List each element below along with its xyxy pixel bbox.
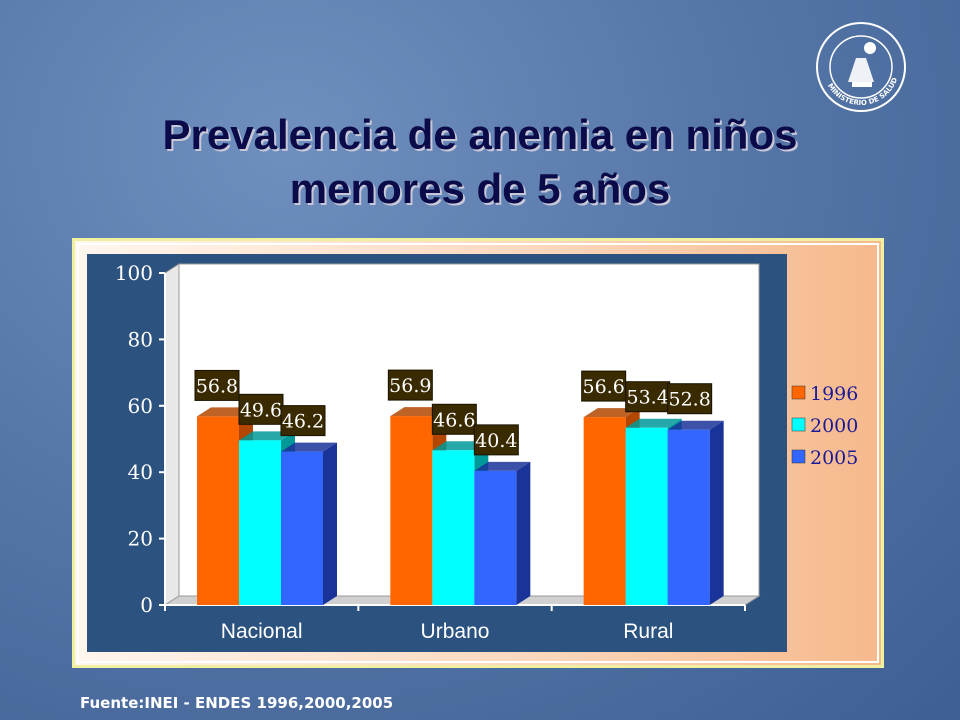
slide-title: Prevalencia de anemia en niños menores d… — [0, 108, 960, 216]
data-label: 49.6 — [240, 399, 282, 421]
legend-label: 1996 — [810, 383, 858, 405]
data-labels: 56.849.646.2 56.946.640.4 56.6 53.4 52.8 — [194, 369, 713, 456]
data-label-box — [625, 381, 671, 413]
data-label: 46.2 — [282, 411, 324, 433]
y-tick-label: 20 — [128, 527, 153, 551]
data-label: 53.4 — [627, 387, 669, 409]
bar-top — [474, 461, 531, 471]
bar-urbano-2005 — [474, 470, 517, 605]
bar-urbano-1996 — [390, 416, 433, 605]
y-tick-label: 100 — [115, 261, 153, 285]
data-label: 56.8 — [196, 375, 238, 397]
x-tick-label: Nacional — [221, 620, 303, 643]
title-line-2: menores de 5 años — [289, 165, 671, 212]
y-axis: 0 20 40 60 80 100 — [115, 261, 166, 617]
y-tick-label: 0 — [140, 593, 153, 617]
bar-top — [667, 420, 724, 430]
legend-label: 2000 — [810, 415, 858, 437]
data-label: 52.8 — [669, 389, 711, 411]
x-axis: Nacional Urbano Rural — [164, 604, 746, 643]
data-label: 40.4 — [475, 430, 517, 452]
y-tick-label: 80 — [128, 327, 153, 351]
bar-side — [516, 461, 531, 605]
y-tick-label: 40 — [128, 460, 153, 484]
data-label-box — [581, 370, 627, 402]
bar-nacional-2000 — [239, 440, 281, 605]
x-tick-label: Urbano — [421, 620, 490, 643]
data-label: 46.6 — [433, 409, 475, 431]
data-label-box — [194, 369, 240, 401]
legend-swatch — [791, 417, 806, 432]
legend-swatch — [791, 449, 806, 464]
legend: 1996 2000 2005 — [791, 383, 858, 469]
data-label-box — [473, 424, 519, 456]
source-note: Fuente:INEI - ENDES 1996,2000,2005 — [80, 694, 394, 712]
title-line-1: Prevalencia de anemia en niños — [162, 111, 798, 158]
data-label-box — [667, 383, 713, 415]
bar-rural-2005 — [667, 429, 710, 605]
bar-urbano-2000 — [432, 450, 475, 605]
data-label: 56.9 — [389, 375, 431, 397]
ministerio-logo-icon: MINISTERIO DE SALUD — [812, 18, 910, 116]
bar-nacional-1996 — [197, 416, 239, 605]
chart-side-wall — [164, 263, 180, 606]
x-tick-label: Rural — [623, 620, 673, 643]
bar-side — [709, 420, 724, 605]
data-label-box — [431, 403, 477, 435]
bars — [197, 407, 724, 605]
bar-top — [625, 418, 682, 428]
legend-swatch — [791, 385, 806, 400]
data-label-box — [238, 393, 284, 425]
data-label: 56.6 — [583, 376, 625, 398]
data-label-box — [280, 405, 326, 437]
data-label-box — [387, 369, 433, 401]
bar-rural-2000 — [625, 427, 668, 605]
bar-top — [281, 442, 337, 452]
y-tick-label: 60 — [128, 394, 153, 418]
bar-rural-1996 — [583, 417, 626, 605]
bar-side — [323, 442, 337, 605]
bar-nacional-2005 — [281, 451, 323, 605]
legend-label: 2005 — [810, 447, 858, 469]
